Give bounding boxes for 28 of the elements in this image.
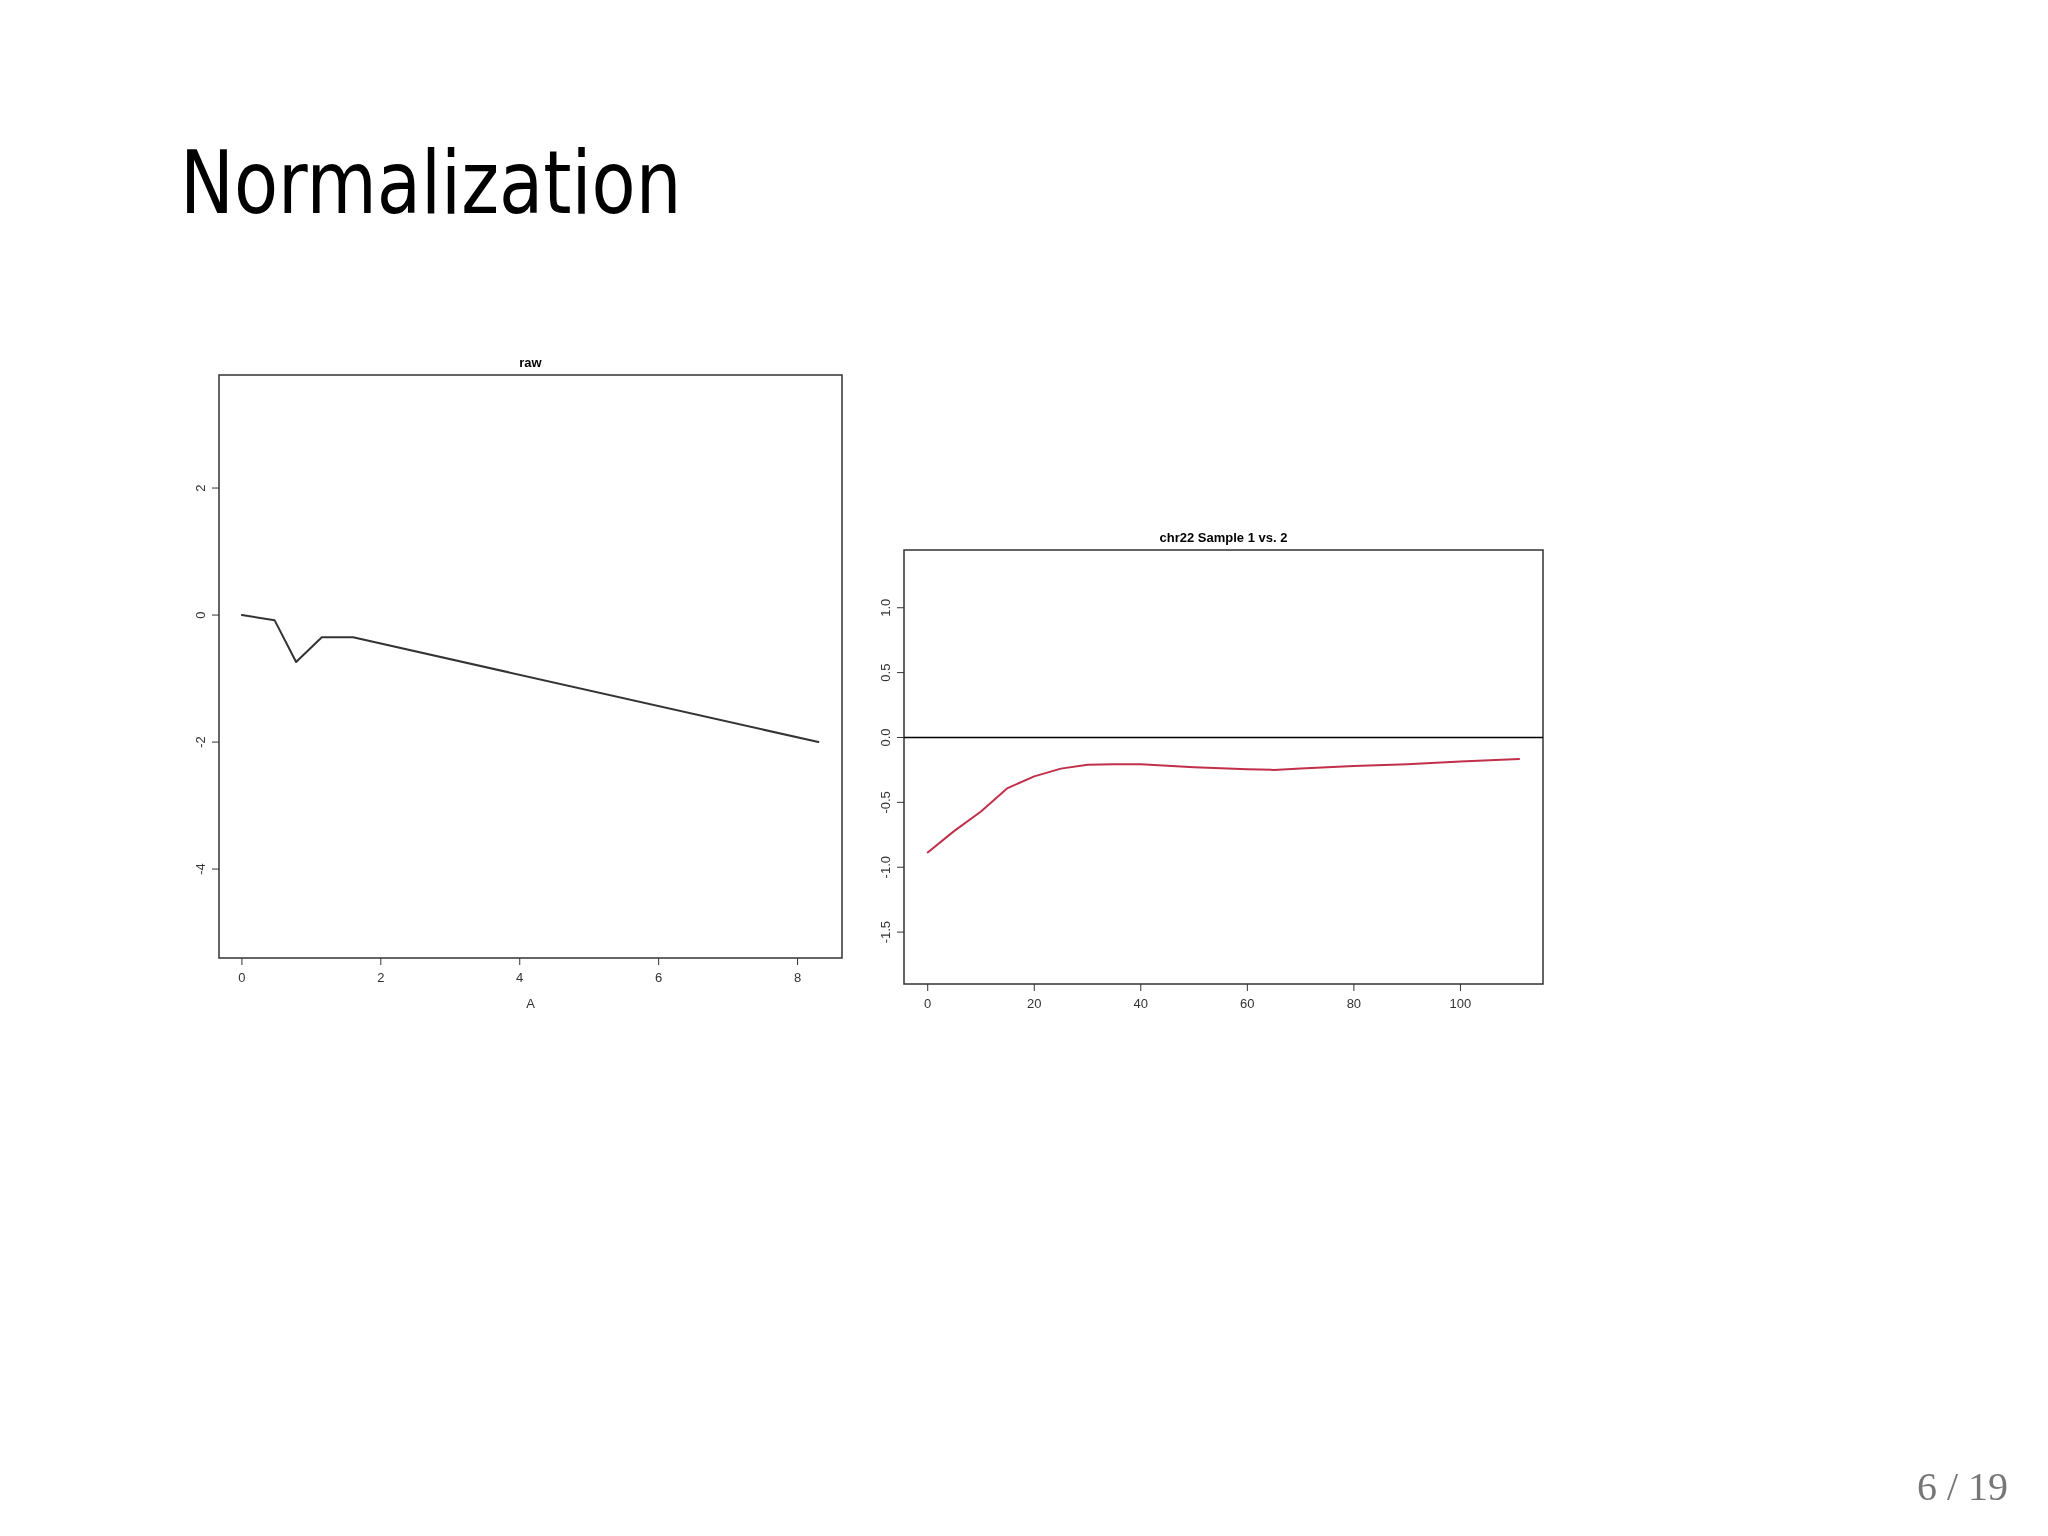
line-series — [240, 614, 820, 744]
text: 6 / 19 — [1916, 1464, 2008, 1509]
y-tick-label: 0.5 — [878, 663, 893, 682]
y-tick-label: 0 — [193, 611, 208, 619]
y-tick-label: 0.0 — [878, 728, 893, 747]
x-tick-label: 4 — [516, 970, 524, 985]
y-tick-label: 1.0 — [878, 598, 893, 617]
y-tick-label: 2 — [193, 484, 208, 492]
x-tick-label: 8 — [793, 970, 802, 985]
chart-title: chr22 Sample 1 vs. 2 — [1159, 530, 1288, 545]
x-tick-label: 100 — [1449, 996, 1472, 1011]
x-tick-label: 2 — [377, 970, 385, 985]
y-tick-label: -0.5 — [878, 791, 893, 814]
chart-title: raw — [519, 355, 543, 370]
x-axis-title: A — [526, 996, 536, 1011]
x-tick-label: 0 — [924, 996, 932, 1011]
x-tick-label: 60 — [1240, 996, 1255, 1011]
x-tick-label: 6 — [655, 970, 663, 985]
x-tick-label: 80 — [1346, 996, 1362, 1011]
y-tick-label: -4 — [193, 863, 208, 875]
text: Normalization — [180, 130, 682, 234]
x-tick-label: 0 — [238, 970, 246, 985]
y-tick-label: -1.0 — [878, 856, 893, 879]
y-tick-label: -2 — [193, 736, 208, 748]
y-tick-label: -1.5 — [878, 920, 893, 944]
x-tick-label: 20 — [1027, 996, 1042, 1011]
x-tick-label: 40 — [1133, 996, 1149, 1011]
line-series — [926, 758, 1521, 854]
